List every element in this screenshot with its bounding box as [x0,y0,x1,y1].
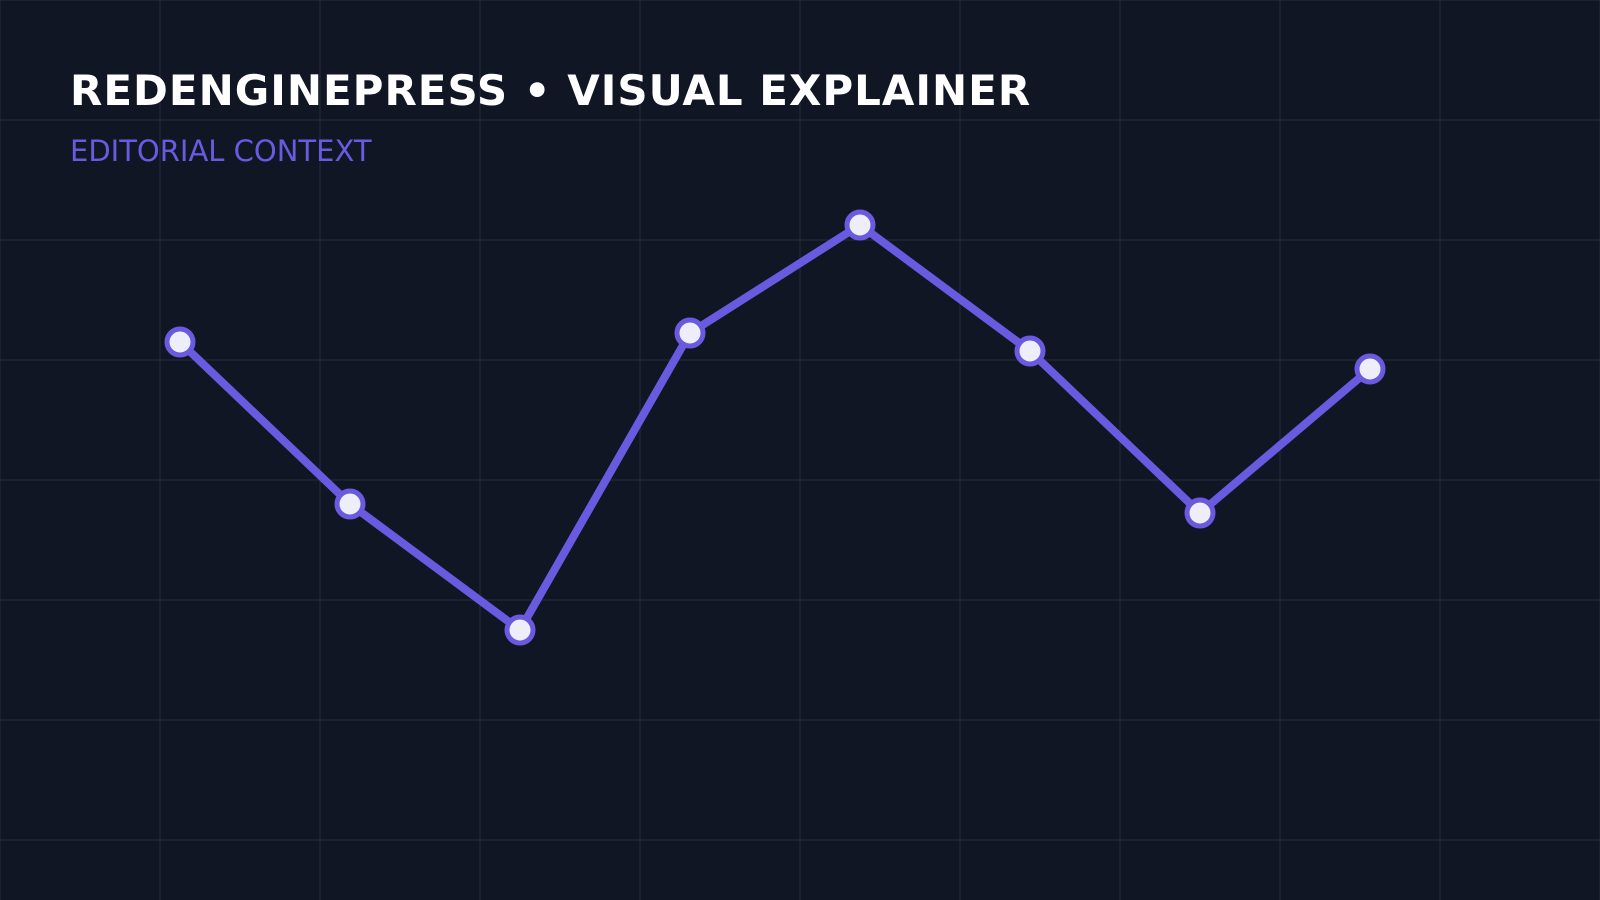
data-point-3 [504,614,536,646]
data-point-1 [164,326,196,358]
data-point-7 [1184,497,1216,529]
data-point-2 [334,488,366,520]
chart-title: REDENGINEPRESS • VISUAL EXPLAINER [70,66,1032,115]
data-point-4 [674,317,706,349]
chart-subtitle: EDITORIAL CONTEXT [70,134,372,169]
series-line [176,221,1374,634]
data-point-8 [1354,353,1386,385]
data-point-5 [844,209,876,241]
data-points [164,209,1386,646]
chart-header: REDENGINEPRESS • VISUAL EXPLAINER EDITOR… [70,66,1031,169]
data-point-6 [1014,335,1046,367]
